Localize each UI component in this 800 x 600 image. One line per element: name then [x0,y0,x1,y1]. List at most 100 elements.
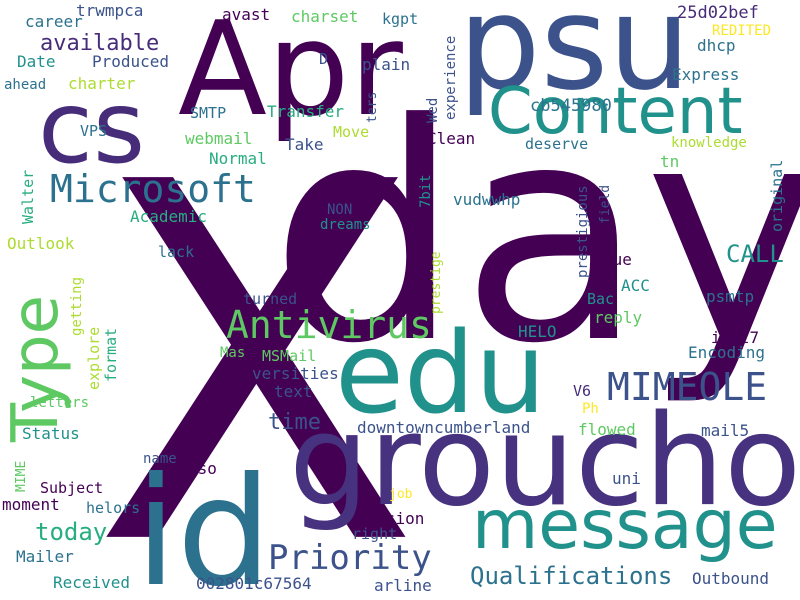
word-cb545980: cb545980 [530,96,612,116]
word-edu: edu [335,309,546,439]
word-helors: helors [86,499,141,517]
word-acc: ACC [621,276,650,295]
word-wed: Wed [425,97,441,123]
word-day: day [270,60,800,409]
word-outlook: Outlook [7,234,75,253]
word-field: field [598,184,613,224]
word-content: Content [488,75,743,149]
word-moment: moment [2,495,60,514]
word-express: Express [672,65,740,84]
word-mail5: mail5 [701,421,750,440]
word-priority: Priority [268,538,432,578]
word-msmail: MSMail [262,347,317,365]
word-mime: MIME [14,460,29,492]
word-getting: getting [69,276,85,336]
word-reply: reply [594,308,643,327]
word-arline: arline [374,576,432,595]
word-prestige: prestige [429,251,444,314]
word-d: D [319,50,329,68]
word-type: Type [0,295,73,442]
word-002801c67564: 002801c67564 [196,574,312,593]
word-transfer: Transfer [267,102,345,121]
word-mailer: Mailer [16,547,74,566]
word-iso: iso [188,459,217,478]
word-charset: charset [291,7,359,26]
word-received: Received [53,573,131,592]
word-non: NON [327,202,353,218]
word-today: today [35,518,108,546]
word-plain: plain [362,55,411,74]
word-letters: letters [30,395,90,411]
word-produced: Produced [92,52,170,71]
word-explore: explore [85,326,103,390]
word-inet7: inet7 [711,328,760,347]
word-vudwwhp: vudwwhp [453,190,521,209]
word-ahead: ahead [4,77,47,93]
word-microsoft: Microsoft [50,167,256,211]
word-available: available [40,31,160,56]
word-version: Version [357,509,425,528]
word-7bit: 7bit [418,174,434,208]
word-v6: V6 [573,382,592,400]
word-psu: psu [458,0,691,119]
word-time: time [268,410,321,435]
word-versities: versities [252,364,339,383]
word-antivirus: Antivirus [226,303,432,347]
word-career: career [25,12,83,31]
word-ters: ters [365,91,380,123]
word-ph: Ph [582,401,599,417]
word-turned: turned [243,290,298,308]
word-walter: Walter [19,169,37,224]
word-text: text [274,382,313,401]
word-name: name [143,451,177,467]
word-redited: REDITED [712,23,772,39]
word-subject: Subject [40,479,104,497]
word-kgpt: kgpt [382,10,419,28]
word-bac: Bac [587,290,615,308]
word-downtowncumberland: downtowncumberland [357,418,531,437]
word-outbound: Outbound [692,569,770,588]
word-lack: lack [158,243,195,261]
word-original: original [768,159,786,232]
word-date: Date [17,52,56,71]
word-qualifications: Qualifications [470,562,673,590]
word-deserve: deserve [525,135,589,153]
word-cs: cs [38,69,146,186]
word-encoding: Encoding [688,343,766,362]
word-x: X [92,79,421,600]
word-helo: HELO [518,322,557,341]
word-flowed: flowed [578,420,636,439]
word-academic: Academic [130,207,208,226]
word-charter: charter [68,74,136,93]
word-webmail: webmail [185,129,253,148]
word-experience: experience [443,35,459,120]
word-knowledge: knowledge [671,135,747,151]
word-dhcp: dhcp [697,36,736,55]
word-job: job [389,487,413,502]
word-mimeole: MIMEOLE [607,365,768,409]
word-take: Take [285,135,324,154]
word-vps: VPS [80,122,108,140]
word-trwmpca: trwmpca [76,1,144,20]
word-id: id [135,446,272,600]
word-tue: Tue [603,250,632,269]
word-move: Move [333,123,370,141]
word-apr: Apr [178,0,403,145]
word-call: CALL [726,240,784,268]
word-normal: Normal [209,149,267,168]
word-uni: uni [612,469,641,488]
word-avast-top: avast [222,5,271,24]
word-mas: Mas [220,345,246,361]
word-status: Status [22,424,80,443]
word-tn: tn [660,152,680,171]
word-psmtp: psmtp [706,287,755,306]
word-prestigious: prestigious [575,185,591,278]
word-groucho: groucho [289,387,800,534]
word-25d02bef: 25d02bef [677,3,759,23]
word-smtp: SMTP [190,104,227,122]
word-clean: Clean [427,129,476,148]
word-dreams: dreams [320,217,371,233]
word-right: right [352,525,398,543]
word-message: message [472,486,778,565]
